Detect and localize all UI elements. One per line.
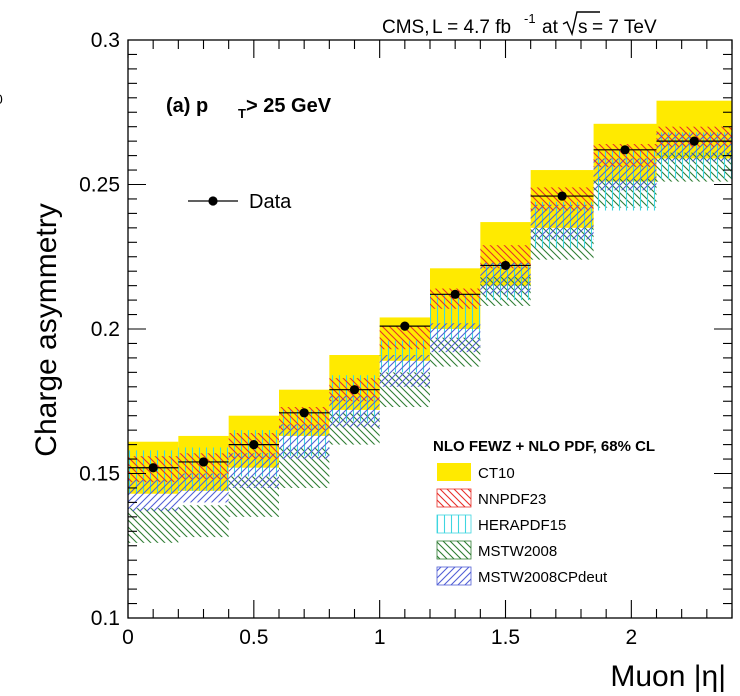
data-point [379, 321, 430, 331]
legend-label: NNPDF23 [478, 491, 546, 508]
legend-item-herapdf15: HERAPDF15 [436, 514, 566, 534]
data-point-marker [299, 408, 309, 418]
x-tick-label: 0.5 [239, 626, 268, 649]
data-point-marker [349, 385, 360, 395]
band-mstw2008cpdeut-bin-5 [379, 355, 430, 387]
sqrt-icon [562, 11, 600, 37]
legend-item-nnpdf23: NNPDF23 [436, 488, 546, 508]
legend-label: CT10 [478, 465, 515, 482]
y-tick-label: 0.15 [79, 463, 120, 486]
data-point [480, 260, 531, 271]
x-tick-label: 0 [122, 626, 134, 649]
data-point-marker [450, 289, 460, 299]
header-energy-prefix: at [542, 17, 559, 38]
data-point [430, 289, 481, 299]
data-point-marker [620, 145, 630, 155]
data-legend-marker [208, 196, 218, 206]
data-point-marker [198, 457, 209, 467]
legend-label: HERAPDF15 [478, 517, 566, 534]
legend-title: NLO FEWZ + NLO PDF, 68% CL [433, 438, 655, 455]
legend-item-ct10: CT10 [437, 463, 515, 482]
panel-annotation: (a) p T > 25 GeV [166, 95, 332, 121]
y-tick-label: 0.2 [91, 318, 120, 341]
data-point [228, 440, 279, 450]
x-tick-label: 1.5 [491, 626, 520, 649]
data-point-marker [557, 191, 567, 201]
y-tick-label: 0.25 [79, 174, 120, 197]
data-point-marker [400, 321, 410, 331]
edge-fragment: 0 [0, 91, 3, 107]
header-sqrt-s: s [578, 17, 588, 38]
data-point-marker [148, 463, 158, 473]
legend-item-mstw2008cpdeut: MSTW2008CPdeut [436, 566, 608, 586]
data-point-marker [689, 136, 699, 146]
legend: NLO FEWZ + NLO PDF, 68% CL CT10 NNPDF23 HER… [433, 438, 655, 586]
data-legend-label: Data [249, 191, 292, 213]
header-lumi-exp: -1 [524, 11, 536, 26]
data-point [530, 191, 594, 201]
band-mstw2008cpdeut-bin-6 [430, 323, 481, 353]
legend-item-mstw2008: MSTW2008 [436, 540, 557, 560]
band-mstw2008-bin-0 [128, 508, 179, 543]
band-nnpdf23-bin-7 [480, 245, 531, 269]
header-cms: CMS, [382, 17, 430, 38]
data-point [128, 463, 179, 473]
y-tick-label: 0.1 [91, 607, 120, 630]
data-legend: Data [188, 191, 292, 213]
data-point [593, 145, 657, 155]
x-tick-label: 1 [374, 626, 386, 649]
annotation-suffix: > 25 GeV [246, 95, 332, 117]
legend-label: MSTW2008CPdeut [478, 569, 608, 586]
axes: 0 0.5 1 1.5 2 0.1 0.15 0.2 0.25 0.3 [79, 29, 733, 649]
data-point [656, 136, 732, 146]
legend-swatch [436, 540, 472, 560]
data-point [279, 408, 330, 418]
legend-swatch [437, 463, 471, 481]
y-axis-title: Charge asymmetry [30, 203, 63, 456]
prediction-bands [128, 100, 732, 543]
annotation-prefix: (a) p [166, 95, 208, 117]
annotation-subscript: T [238, 106, 246, 121]
y-tick-label: 0.3 [91, 29, 120, 52]
data-point [178, 457, 229, 467]
legend-swatch [436, 514, 472, 534]
band-mstw2008-bin-1 [178, 505, 229, 538]
band-nnpdf23-bin-5 [379, 326, 430, 350]
x-tick-label: 2 [625, 626, 637, 649]
header-energy-value: = 7 TeV [592, 17, 657, 38]
data-point [329, 385, 380, 395]
x-axis-title: Muon |η| [610, 660, 726, 693]
band-mstw2008cpdeut-bin-0 [128, 479, 179, 512]
data-point-marker [500, 260, 511, 271]
header-lumi: L = 4.7 fb [432, 17, 511, 38]
legend-swatch [436, 566, 472, 586]
legend-label: MSTW2008 [478, 543, 557, 560]
data-point-marker [249, 440, 259, 450]
legend-swatch [436, 488, 472, 508]
data-layer [128, 136, 732, 473]
